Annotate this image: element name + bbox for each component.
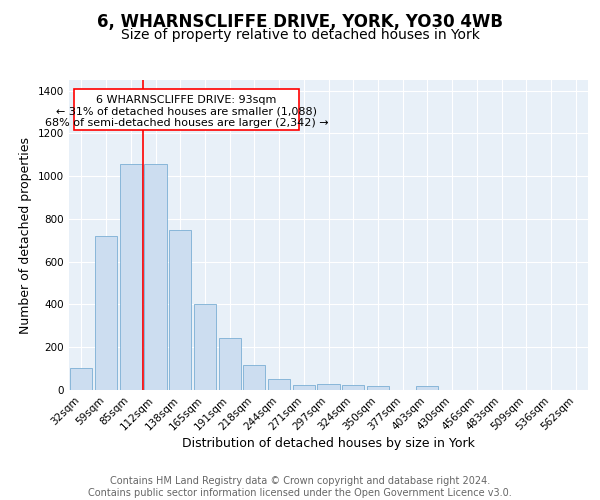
Text: 6, WHARNSCLIFFE DRIVE, YORK, YO30 4WB: 6, WHARNSCLIFFE DRIVE, YORK, YO30 4WB — [97, 12, 503, 30]
Text: Contains HM Land Registry data © Crown copyright and database right 2024.
Contai: Contains HM Land Registry data © Crown c… — [88, 476, 512, 498]
Bar — [145, 164, 167, 390]
Bar — [268, 380, 290, 390]
Bar — [218, 338, 241, 390]
X-axis label: Distribution of detached houses by size in York: Distribution of detached houses by size … — [182, 438, 475, 450]
Bar — [194, 304, 216, 390]
Y-axis label: Number of detached properties: Number of detached properties — [19, 136, 32, 334]
FancyBboxPatch shape — [74, 88, 299, 130]
Bar — [243, 366, 265, 390]
Bar — [293, 384, 315, 390]
Bar — [342, 384, 364, 390]
Bar — [317, 384, 340, 390]
Bar — [119, 164, 142, 390]
Text: 68% of semi-detached houses are larger (2,342) →: 68% of semi-detached houses are larger (… — [44, 118, 328, 128]
Bar — [70, 368, 92, 390]
Text: ← 31% of detached houses are smaller (1,088): ← 31% of detached houses are smaller (1,… — [56, 106, 317, 117]
Bar — [95, 236, 117, 390]
Bar — [367, 386, 389, 390]
Text: Size of property relative to detached houses in York: Size of property relative to detached ho… — [121, 28, 479, 42]
Bar — [416, 386, 439, 390]
Bar — [169, 230, 191, 390]
Text: 6 WHARNSCLIFFE DRIVE: 93sqm: 6 WHARNSCLIFFE DRIVE: 93sqm — [96, 95, 277, 105]
